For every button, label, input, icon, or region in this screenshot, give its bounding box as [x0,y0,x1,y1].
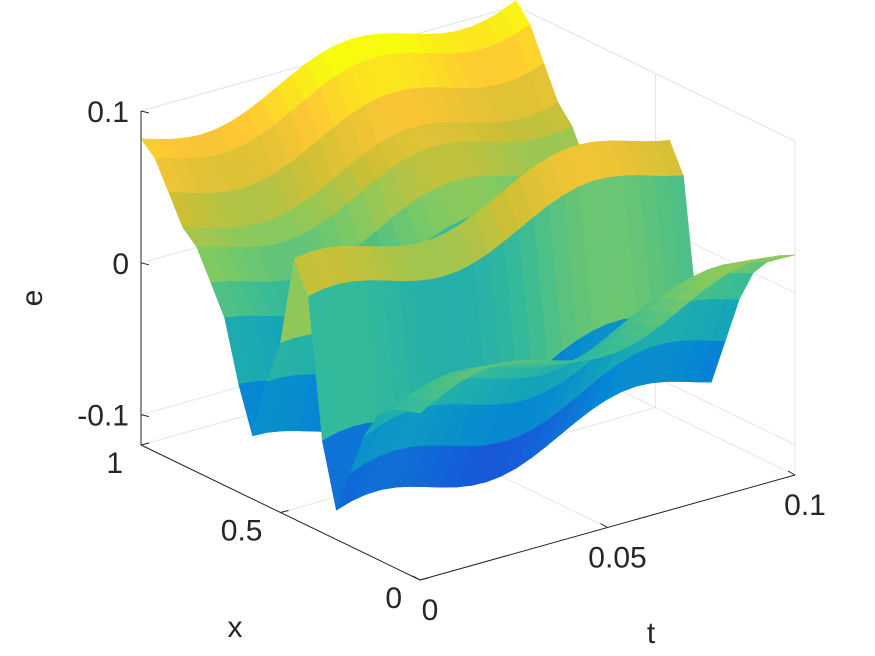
x-tick [280,510,289,513]
x-tick-label: 0.5 [221,515,263,548]
z-tick-label: 0 [112,248,129,281]
x-tick-label: 1 [106,447,123,480]
z-tick [140,414,150,418]
box-edge [515,5,796,142]
t-tick-label: 0.05 [588,542,646,575]
x-tick-label: 0 [385,582,402,615]
z-tick-label: -0.1 [77,400,129,433]
x-tick [419,577,429,581]
x-tick [140,442,150,446]
z-tick-label: 0.1 [87,96,129,129]
tick-labels: -0.1 0 0.1 0 0.5 1 0 0.05 0.1 [77,96,826,627]
axes [140,110,796,581]
t-tick-label: 0.1 [784,489,826,522]
t-tick [787,470,796,476]
t-tick-label: 0 [422,594,439,627]
x-axis-label: x [228,611,243,644]
z-axis-label: e [16,290,49,307]
t-tick [412,575,421,581]
surface [140,0,796,511]
t-axis-label: t [647,617,656,650]
z-tick [140,262,150,266]
surface-patch [765,254,796,259]
t-tick [600,523,608,528]
z-tick [140,110,150,114]
surface-patch [405,398,436,414]
